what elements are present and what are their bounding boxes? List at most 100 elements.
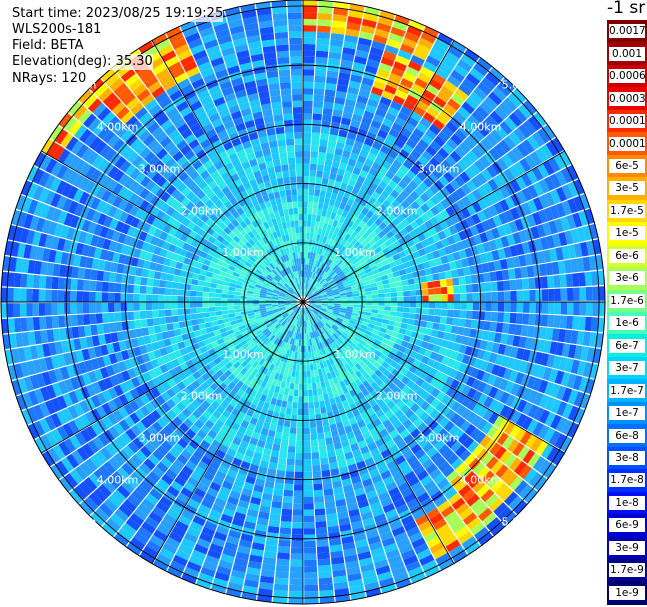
ray-bin xyxy=(13,272,22,288)
ray-bin xyxy=(271,302,278,304)
ray-bin xyxy=(356,43,371,53)
ray-bin xyxy=(340,303,347,307)
ray-bin xyxy=(434,412,445,424)
ray-bin xyxy=(466,150,479,163)
ray-bin xyxy=(295,332,299,340)
ray-bin xyxy=(76,143,89,159)
ray-bin xyxy=(378,165,389,176)
ray-bin xyxy=(487,374,497,386)
ray-bin xyxy=(107,475,121,489)
ray-bin xyxy=(210,222,219,231)
ray-bin xyxy=(45,158,58,174)
ray-bin xyxy=(320,463,330,471)
ray-bin xyxy=(330,283,337,288)
ray-bin xyxy=(366,376,375,385)
ray-bin xyxy=(426,321,434,329)
ray-bin xyxy=(161,440,173,452)
ray-bin xyxy=(342,419,351,428)
ray-bin xyxy=(301,314,303,321)
ray-bin xyxy=(537,209,548,224)
ray-bin xyxy=(333,276,340,282)
ray-bin xyxy=(552,355,562,370)
ray-bin xyxy=(224,433,235,443)
ray-bin xyxy=(346,243,354,251)
ray-bin xyxy=(507,92,522,108)
ray-bin xyxy=(66,253,76,266)
ray-bin xyxy=(439,316,447,325)
ray-bin xyxy=(537,459,551,475)
ray-bin xyxy=(325,312,332,317)
ray-bin xyxy=(383,386,392,396)
ray-bin xyxy=(390,297,398,302)
ray-bin xyxy=(193,267,202,275)
ray-bin xyxy=(565,273,574,288)
ray-bin xyxy=(305,314,308,321)
ray-bin xyxy=(292,402,298,409)
ray-bin xyxy=(93,346,103,358)
ray-bin xyxy=(196,296,203,302)
ray-bin xyxy=(141,353,151,363)
ray-bin xyxy=(267,390,274,398)
ray-bin xyxy=(366,131,377,141)
ray-bin xyxy=(265,538,279,547)
ray-bin xyxy=(261,344,268,351)
ray-bin xyxy=(197,460,209,471)
ray-bin xyxy=(388,277,396,284)
ray-bin xyxy=(378,390,388,400)
ray-bin xyxy=(274,372,280,380)
ray-bin xyxy=(298,396,303,403)
ray-bin xyxy=(329,327,336,334)
ray-bin xyxy=(287,452,296,460)
ray-bin xyxy=(260,288,268,293)
ray-bin xyxy=(266,292,273,296)
ray-bin xyxy=(323,101,334,110)
ray-bin xyxy=(293,490,303,498)
ray-bin xyxy=(118,503,133,518)
ray-bin xyxy=(567,198,578,214)
ray-bin xyxy=(296,364,300,372)
ray-bin xyxy=(341,478,352,487)
ray-bin xyxy=(303,69,315,76)
ray-bin xyxy=(317,158,326,166)
ray-bin xyxy=(352,61,366,71)
ray-bin xyxy=(237,346,245,354)
ray-bin xyxy=(295,452,303,460)
ray-bin xyxy=(229,250,237,258)
ray-bin xyxy=(555,170,567,186)
ray-bin xyxy=(170,431,181,443)
ray-bin xyxy=(327,231,334,239)
ray-bin xyxy=(343,548,357,557)
ray-bin xyxy=(307,339,310,346)
ray-bin xyxy=(433,179,445,191)
ray-bin xyxy=(114,292,121,302)
ray-bin xyxy=(579,287,587,301)
ray-bin xyxy=(431,44,447,57)
ray-bin xyxy=(336,374,343,383)
ray-bin xyxy=(413,144,426,155)
ray-bin xyxy=(345,137,355,147)
ray-bin xyxy=(63,212,74,227)
ray-bin xyxy=(315,303,322,306)
ray-bin xyxy=(221,306,228,311)
ray-bin xyxy=(90,234,100,247)
ray-bin xyxy=(481,220,491,232)
ray-bin xyxy=(487,178,499,192)
ray-bin xyxy=(183,368,193,378)
ray-bin xyxy=(176,182,187,193)
ray-bin xyxy=(450,213,460,225)
ray-bin xyxy=(113,384,124,397)
ray-bin xyxy=(271,500,282,509)
ray-bin xyxy=(458,141,471,154)
ray-bin xyxy=(202,286,210,293)
ray-bin xyxy=(439,416,450,428)
ray-bin xyxy=(315,300,322,302)
ray-bin xyxy=(446,309,454,318)
ray-bin xyxy=(436,330,445,339)
ray-bin xyxy=(308,245,312,253)
ray-bin xyxy=(205,355,214,364)
ray-bin xyxy=(62,239,72,253)
ray-bin xyxy=(281,400,288,408)
ray-bin xyxy=(291,303,298,307)
ray-bin xyxy=(512,442,525,457)
ray-bin xyxy=(321,298,329,300)
